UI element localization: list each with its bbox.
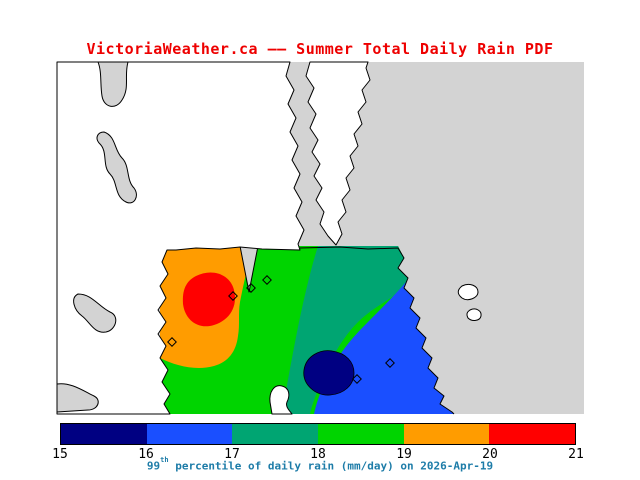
- colorbar-segment-19-20: [403, 424, 490, 444]
- inlet-west-upper: [96, 131, 137, 204]
- station-marker: [246, 283, 256, 293]
- tick-label-19: 19: [396, 447, 412, 462]
- colorbar-segment-15-16: [61, 424, 147, 444]
- caption-text: percentile of daily rain (mm/day) on 202…: [168, 459, 494, 473]
- page-title: VictoriaWeather.ca –– Summer Total Daily…: [86, 40, 554, 58]
- inlet-southwest-corner: [56, 383, 99, 413]
- land-west: [56, 61, 305, 415]
- tick-label-16: 16: [138, 447, 154, 462]
- tick-label-21: 21: [568, 447, 584, 462]
- caption-ordinal: th: [160, 456, 169, 464]
- colorbar-ticks: 15 16 17 18 19 20 21: [52, 447, 584, 462]
- tick-label-20: 20: [482, 447, 498, 462]
- island-east-2: [466, 308, 482, 321]
- colorbar-segment-18-19: [318, 424, 404, 444]
- colorbar-area: 15 16 17 18 19 20 21: [52, 423, 584, 462]
- land-peninsula: [305, 61, 371, 246]
- colorbar-segment-16-17: [146, 424, 233, 444]
- tick-label-15: 15: [52, 447, 68, 462]
- caption-number: 99: [146, 459, 161, 473]
- coastline-east: [299, 246, 455, 415]
- colorbar-segment-20-21: [489, 424, 576, 444]
- harbour-bay-south: [269, 385, 293, 415]
- island-east-1: [457, 283, 479, 301]
- station-marker: [262, 275, 272, 285]
- colorbar: [60, 423, 576, 445]
- station-marker: [167, 337, 177, 347]
- inlet-northwest: [97, 61, 129, 107]
- station-markers: [167, 275, 395, 384]
- station-marker: [228, 291, 238, 301]
- inlet-west-lower: [73, 293, 117, 333]
- colorbar-segment-17-18: [232, 424, 319, 444]
- station-marker: [352, 374, 362, 384]
- caption: 99th percentile of daily rain (mm/day) o…: [0, 456, 640, 473]
- tick-label-18: 18: [310, 447, 326, 462]
- tick-label-17: 17: [224, 447, 240, 462]
- band-20-21-red-maximum: [182, 272, 236, 327]
- band-15-16-navy-minimum: [303, 350, 355, 396]
- rain-contours: [160, 246, 454, 414]
- station-marker: [385, 358, 395, 368]
